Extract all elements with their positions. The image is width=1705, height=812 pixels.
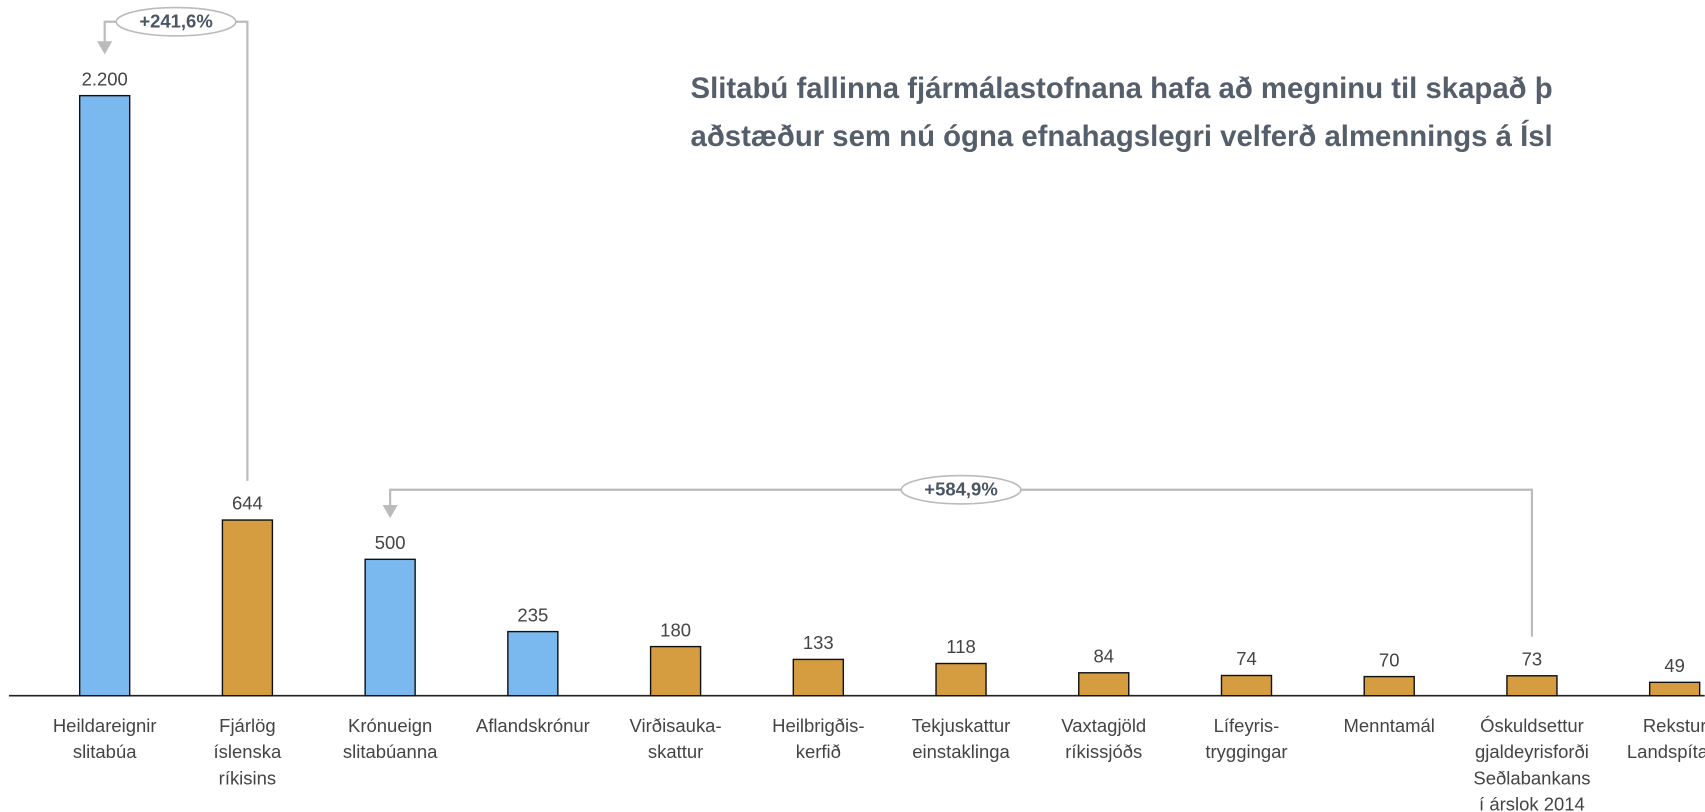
annotation-arrow <box>382 504 398 519</box>
value-label: 74 <box>1236 648 1257 669</box>
annotation-label: +584,9% <box>924 479 997 500</box>
bar <box>78 94 131 697</box>
x-tick-label: Heilbrigðis- <box>772 715 864 736</box>
x-tick-label: skattur <box>648 741 703 762</box>
x-tick-label: gjaldeyrisforði <box>1475 741 1589 762</box>
x-tick-label: í árslok 2014 <box>1479 793 1585 812</box>
x-tick-label: Aflandskrónur <box>476 715 590 736</box>
x-tick-label: Rekstur <box>1643 715 1705 736</box>
value-label: 49 <box>1664 655 1685 676</box>
bar <box>935 662 987 697</box>
bar <box>649 645 702 697</box>
x-tick-label: ríkisins <box>219 767 276 788</box>
annotation-bracket <box>389 488 1534 637</box>
value-label: 2.200 <box>82 68 128 89</box>
x-tick-label: Tekjuskattur <box>912 715 1011 736</box>
x-tick-label: Virðisauka- <box>630 715 722 736</box>
chart-title: Slitabú fallinna fjármálastofnana hafa a… <box>691 72 1553 105</box>
value-label: 118 <box>946 636 975 657</box>
bar <box>1078 672 1130 697</box>
x-tick-label: Heildareignir <box>53 715 157 736</box>
bar <box>1506 675 1558 697</box>
value-label: 644 <box>232 493 263 514</box>
annotation-oval <box>115 6 237 37</box>
bar <box>1363 675 1415 697</box>
x-tick-label: Fjárlög <box>219 715 275 736</box>
bar <box>364 558 416 697</box>
x-tick-label: Landspítala <box>1627 741 1705 762</box>
bar <box>792 658 845 697</box>
x-tick-label: Seðlabankans <box>1473 767 1590 788</box>
value-label: 133 <box>803 632 834 653</box>
x-tick-label: Óskuldsettur <box>1480 715 1584 736</box>
x-tick-label: ríkissjóðs <box>1065 741 1142 762</box>
x-tick-label: Lífeyris- <box>1214 715 1280 736</box>
value-label: 235 <box>517 604 548 625</box>
value-label: 73 <box>1522 648 1543 669</box>
x-tick-label: kerfið <box>796 741 841 762</box>
value-label: 500 <box>375 532 406 553</box>
value-label: 70 <box>1379 649 1400 670</box>
x-tick-label: slitabúanna <box>343 741 438 762</box>
bar <box>1220 674 1273 697</box>
bar <box>1648 681 1701 697</box>
x-tick-label: Menntamál <box>1344 715 1435 736</box>
annotation-arrow <box>97 41 113 55</box>
x-tick-label: Vaxtagjöld <box>1061 715 1146 736</box>
x-tick-label: einstaklinga <box>912 741 1010 762</box>
x-tick-label: tryggingar <box>1205 741 1287 762</box>
x-tick-label: Krónueign <box>348 715 432 736</box>
chart-title: aðstæður sem nú ógna efnahagslegri velfe… <box>691 119 1553 153</box>
bar <box>507 630 559 697</box>
value-label: 180 <box>660 619 691 640</box>
value-label: 84 <box>1093 645 1114 666</box>
x-tick-label: slitabúa <box>73 741 137 762</box>
bar <box>221 519 274 697</box>
x-tick-label: íslenska <box>214 741 282 762</box>
annotation-label: +241,6% <box>139 11 212 32</box>
annotation-oval <box>900 474 1022 505</box>
